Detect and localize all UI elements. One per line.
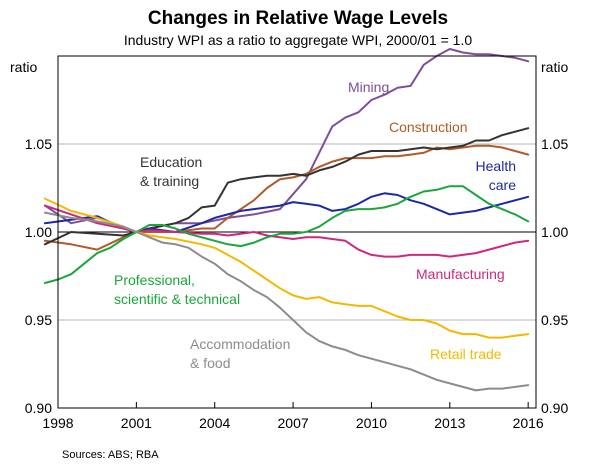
x-tick-label: 1998 — [42, 415, 73, 431]
y-tick-label-right: 1.05 — [541, 136, 568, 152]
chart-subtitle: Industry WPI as a ratio to aggregate WPI… — [124, 32, 472, 48]
y-tick-label-left: 1.05 — [25, 136, 52, 152]
series-label-line: Retail trade — [430, 346, 502, 362]
series-label-line: care — [489, 177, 516, 193]
series-label-line: Education — [140, 154, 202, 170]
series-labels: Mining Construction Education & training Hea… — [114, 79, 516, 371]
y-tick-label-left: 1.00 — [25, 224, 52, 240]
series-line — [43, 204, 530, 258]
series-label: Health care — [476, 158, 517, 193]
y-tick-label-right: 0.90 — [541, 400, 568, 416]
y-tick-label-right: 1.00 — [541, 224, 568, 240]
series-label: Construction — [389, 119, 468, 135]
series-label: Education & training — [140, 154, 202, 189]
axis-ticks: 0.90 0.90 0.95 0.95 1.00 1.00 1.05 1.05 1998 2001… — [25, 136, 569, 431]
series-line — [43, 197, 530, 339]
y-tick-label-left: 0.95 — [25, 312, 52, 328]
right-axis-unit: ratio — [541, 59, 568, 75]
chart-title: Changes in Relative Wage Levels — [148, 8, 448, 29]
series-line — [43, 192, 530, 233]
series-label: Accommodation & food — [190, 336, 290, 371]
series-label-line: Accommodation — [190, 336, 290, 352]
series-lines — [43, 48, 530, 392]
x-tick-label: 2016 — [513, 415, 544, 431]
x-tick-label: 2004 — [199, 415, 230, 431]
x-tick-label: 2001 — [121, 415, 152, 431]
series-label: Professional, scientific & technical — [114, 272, 240, 307]
series-label: Mining — [348, 79, 389, 95]
source-note: Sources: ABS; RBA — [62, 449, 159, 461]
series-label-line: scientific & technical — [114, 291, 240, 307]
series-label-line: Construction — [389, 119, 468, 135]
series-label: Retail trade — [430, 346, 502, 362]
series-line — [43, 211, 530, 392]
x-tick-label: 2013 — [434, 415, 465, 431]
series-label-line: Professional, — [114, 272, 195, 288]
series-label-line: & food — [190, 355, 230, 371]
series-line — [43, 185, 530, 284]
y-tick-label-right: 0.95 — [541, 312, 568, 328]
left-axis-unit: ratio — [10, 59, 37, 75]
y-tick-label-left: 0.90 — [25, 400, 52, 416]
x-tick-label: 2010 — [356, 415, 387, 431]
plot-frame — [57, 55, 537, 409]
series-line — [43, 144, 530, 251]
series-label: Manufacturing — [416, 266, 505, 282]
series-label-line: Health — [476, 158, 516, 174]
series-label-line: Mining — [348, 79, 389, 95]
x-tick-label: 2007 — [278, 415, 309, 431]
series-label-line: Manufacturing — [416, 266, 505, 282]
series-label-line: & training — [140, 173, 199, 189]
